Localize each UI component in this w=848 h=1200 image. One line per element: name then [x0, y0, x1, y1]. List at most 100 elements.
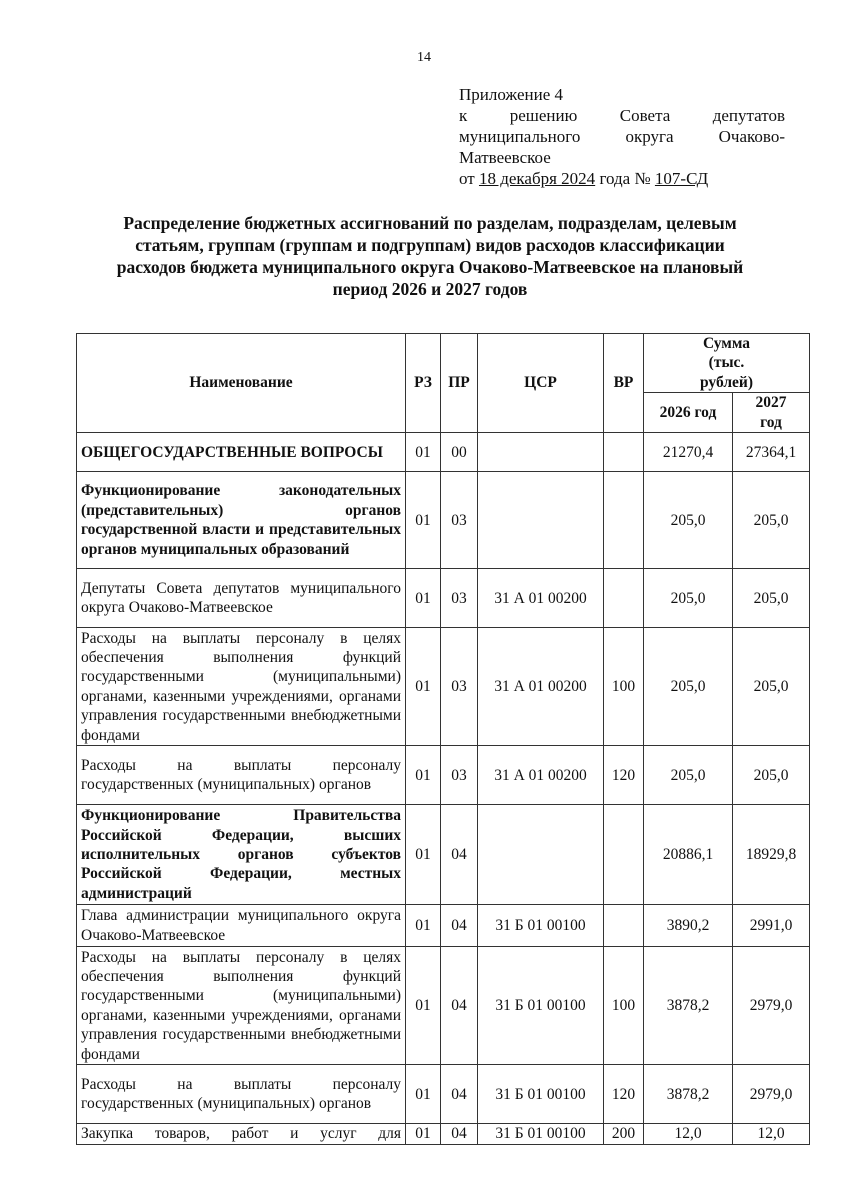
cell-name: ОБЩЕГОСУДАРСТВЕННЫЕ ВОПРОСЫ: [76, 432, 406, 473]
table-row: Функционирование законодательных (предст…: [76, 471, 810, 570]
cell-pr: 00: [440, 432, 478, 473]
cell-vr: [603, 432, 644, 473]
cell-rz: 01: [405, 432, 441, 473]
cell-rz: 01: [405, 804, 441, 906]
table-row: ОБЩЕГОСУДАРСТВЕННЫЕ ВОПРОСЫ 01 00 21270,4 27…: [76, 432, 810, 473]
cell-y2026: 21270,4: [643, 432, 733, 473]
cell-pr: 03: [440, 568, 478, 629]
header-rz: РЗ: [405, 332, 441, 434]
cell-vr: [603, 804, 644, 906]
cell-y2027: 12,0: [732, 1123, 810, 1145]
cell-csr: 31 Б 01 00100: [477, 946, 604, 1066]
cell-y2027: 205,0: [732, 471, 810, 570]
appendix-line: Приложение 4: [459, 85, 563, 104]
cell-pr: 03: [440, 627, 478, 747]
cell-y2027: 205,0: [732, 568, 810, 629]
cell-csr: 31 Б 01 00100: [477, 1064, 604, 1125]
cell-y2026: 205,0: [643, 471, 733, 570]
cell-csr: 31 Б 01 00100: [477, 1123, 604, 1145]
header-vr: ВР: [603, 332, 644, 434]
header-pr: ПР: [440, 332, 478, 434]
table-row: Расходы на выплаты персоналу государстве…: [76, 1064, 810, 1125]
cell-y2027: 2979,0: [732, 1064, 810, 1125]
cell-y2026: 205,0: [643, 568, 733, 629]
header-sum: Сумма (тыс. рублей): [643, 332, 810, 394]
date-prefix: от: [459, 169, 479, 188]
cell-vr: 100: [603, 946, 644, 1066]
cell-y2027: 2979,0: [732, 946, 810, 1066]
cell-vr: 120: [603, 745, 644, 806]
cell-rz: 01: [405, 745, 441, 806]
cell-y2026: 3890,2: [643, 904, 733, 948]
cell-csr: 31 А 01 00200: [477, 627, 604, 747]
cell-pr: 04: [440, 946, 478, 1066]
cell-vr: 100: [603, 627, 644, 747]
cell-vr: [603, 904, 644, 948]
decision-number: 107-СД: [654, 169, 709, 188]
appendix-block: Приложение 4 к решению Совета депутатов …: [459, 84, 785, 189]
cell-vr: 120: [603, 1064, 644, 1125]
cell-name: Глава администрации муниципального округ…: [76, 904, 406, 948]
cell-name: Расходы на выплаты персоналу в целях обе…: [76, 627, 406, 747]
decision-date: 18 декабря 2024: [478, 169, 596, 188]
cell-csr: [477, 471, 604, 570]
table-row: Расходы на выплаты персоналу в целях обе…: [76, 627, 810, 747]
cell-csr: 31 А 01 00200: [477, 568, 604, 629]
cell-pr: 03: [440, 471, 478, 570]
cell-rz: 01: [405, 568, 441, 629]
cell-csr: [477, 804, 604, 906]
cell-name: Депутаты Совета депутатов муниципального…: [76, 568, 406, 629]
appendix-date-line: от 18 декабря 2024 года № 107-СД: [459, 168, 785, 189]
cell-vr: [603, 568, 644, 629]
cell-pr: 03: [440, 745, 478, 806]
cell-rz: 01: [405, 471, 441, 570]
header-2026: 2026 год: [643, 392, 733, 434]
cell-y2027: 18929,8: [732, 804, 810, 906]
cell-name: Расходы на выплаты персоналу государстве…: [76, 1064, 406, 1125]
cell-pr: 04: [440, 1064, 478, 1125]
cell-csr: 31 А 01 00200: [477, 745, 604, 806]
cell-pr: 04: [440, 804, 478, 906]
cell-y2026: 205,0: [643, 745, 733, 806]
cell-rz: 01: [405, 946, 441, 1066]
cell-csr: 31 Б 01 00100: [477, 904, 604, 948]
cell-y2027: 2991,0: [732, 904, 810, 948]
appendix-line: Матвеевское: [459, 148, 551, 167]
cell-vr: [603, 471, 644, 570]
header-2027: 2027 год: [732, 392, 810, 434]
table-row: Закупка товаров, работ и услуг для 01 04 31…: [76, 1123, 810, 1145]
cell-rz: 01: [405, 627, 441, 747]
cell-pr: 04: [440, 904, 478, 948]
appendix-line: к решению Совета депутатов: [459, 106, 785, 125]
header-name: Наименование: [76, 332, 406, 434]
cell-csr: [477, 432, 604, 473]
cell-rz: 01: [405, 1123, 441, 1145]
header-csr: ЦСР: [477, 332, 604, 434]
cell-name: Закупка товаров, работ и услуг для: [76, 1123, 406, 1145]
appendix-line: муниципального округа Очаково-: [459, 127, 785, 146]
cell-y2026: 12,0: [643, 1123, 733, 1145]
cell-y2027: 205,0: [732, 745, 810, 806]
cell-vr: 200: [603, 1123, 644, 1145]
cell-y2027: 27364,1: [732, 432, 810, 473]
cell-y2027: 205,0: [732, 627, 810, 747]
table-row: Расходы на выплаты персоналу в целях обе…: [76, 946, 810, 1066]
cell-y2026: 205,0: [643, 627, 733, 747]
cell-rz: 01: [405, 1064, 441, 1125]
document-title: Распределение бюджетных ассигнований по …: [116, 213, 744, 299]
cell-name: Расходы на выплаты персоналу в целях обе…: [76, 946, 406, 1066]
date-mid: года №: [595, 169, 655, 188]
cell-name: Расходы на выплаты персоналу государстве…: [76, 745, 406, 806]
budget-table: Наименование РЗ ПР ЦСР ВР Сумма (тыс. ру…: [76, 332, 810, 1145]
cell-y2026: 20886,1: [643, 804, 733, 906]
cell-pr: 04: [440, 1123, 478, 1145]
cell-name: Функционирование законодательных (предст…: [76, 471, 406, 570]
table-row: Депутаты Совета депутатов муниципального…: [76, 568, 810, 629]
table-row: Расходы на выплаты персоналу государстве…: [76, 745, 810, 806]
cell-y2026: 3878,2: [643, 946, 733, 1066]
cell-y2026: 3878,2: [643, 1064, 733, 1125]
table-row: Глава администрации муниципального округ…: [76, 904, 810, 948]
cell-rz: 01: [405, 904, 441, 948]
cell-name: Функционирование Правительства Российско…: [76, 804, 406, 906]
table-row: Функционирование Правительства Российско…: [76, 804, 810, 906]
